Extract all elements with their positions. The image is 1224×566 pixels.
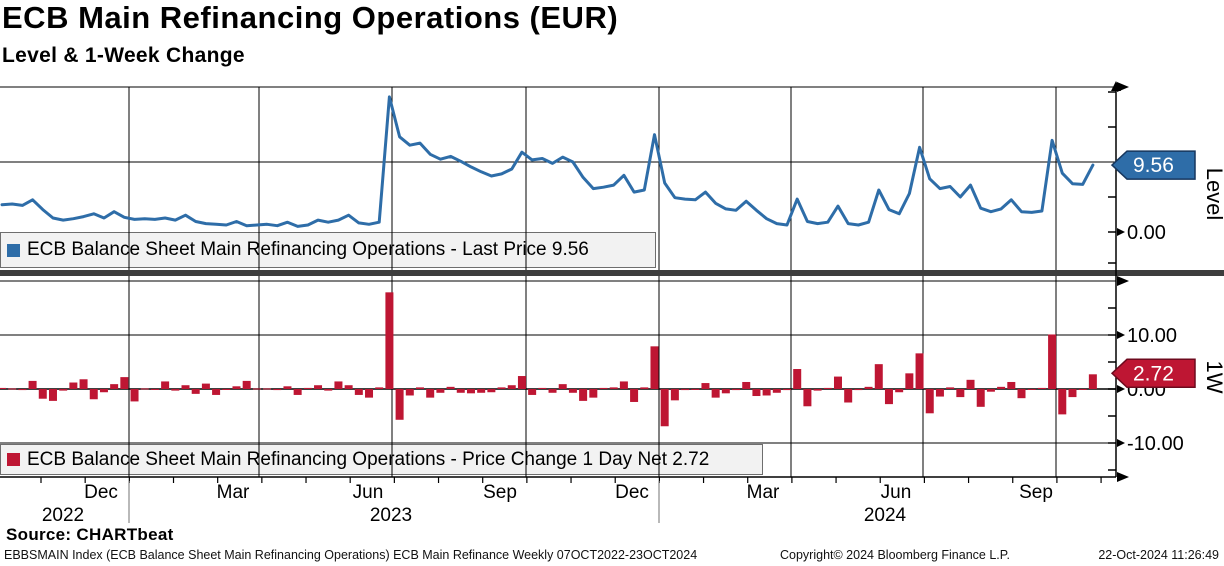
level-badge (1110, 150, 1196, 180)
level-axis-title: Level (1202, 168, 1224, 221)
x-month-label: Mar (217, 482, 250, 503)
legend-swatch-red-icon (7, 453, 20, 466)
x-month-label: Sep (1019, 482, 1053, 503)
y-tick-label: -10.00 (1127, 433, 1184, 455)
y-tick-label: 0.00 (1127, 379, 1166, 401)
x-month-label: Jun (881, 482, 912, 503)
x-month-label: Dec (615, 482, 649, 503)
page-title: ECB Main Refinancing Operations (EUR) (2, 0, 619, 35)
x-month-label: Dec (84, 482, 118, 503)
legend-change-label: ECB Balance Sheet Main Refinancing Opera… (27, 448, 710, 470)
legend-swatch-blue-icon (7, 243, 20, 257)
legend-change: ECB Balance Sheet Main Refinancing Opera… (0, 444, 763, 475)
legend-level-label: ECB Balance Sheet Main Refinancing Opera… (27, 239, 589, 260)
level-line (0, 95, 1095, 228)
x-month-label: Mar (747, 482, 780, 503)
change-bars (0, 292, 1097, 427)
change-badge (1110, 358, 1196, 389)
y-tick-label: 10.00 (1127, 325, 1177, 347)
x-month-label: Jun (353, 482, 384, 503)
x-year-label: 2022 (42, 505, 84, 526)
x-year-label: 2023 (370, 505, 412, 526)
y-tick-label: 0.00 (1127, 222, 1166, 244)
timestamp-text: 22-Oct-2024 11:26:49 (1098, 548, 1219, 562)
source-text: Source: CHARTbeat (6, 525, 174, 544)
x-year-label: 2024 (864, 505, 907, 526)
legend-level: ECB Balance Sheet Main Refinancing Opera… (0, 232, 656, 268)
copyright-text: Copyright© 2024 Bloomberg Finance L.P. (780, 548, 1010, 562)
change-badge-value: 2.72 (1133, 362, 1174, 385)
ticker-description-text: EBBSMAIN Index (ECB Balance Sheet Main R… (4, 548, 698, 562)
x-month-label: Sep (483, 482, 517, 503)
panel-separator (0, 270, 1224, 276)
page-subtitle: Level & 1-Week Change (2, 44, 245, 67)
level-badge-value: 9.56 (1133, 154, 1174, 177)
one-week-axis-title: 1W (1202, 361, 1224, 394)
